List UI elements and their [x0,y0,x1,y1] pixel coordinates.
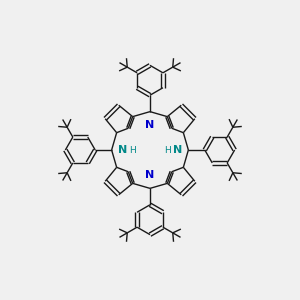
Text: N: N [146,120,154,130]
Text: N: N [118,145,127,155]
Text: N: N [173,145,182,155]
Text: H: H [129,146,136,154]
Text: N: N [146,170,154,180]
Text: H: H [164,146,171,154]
